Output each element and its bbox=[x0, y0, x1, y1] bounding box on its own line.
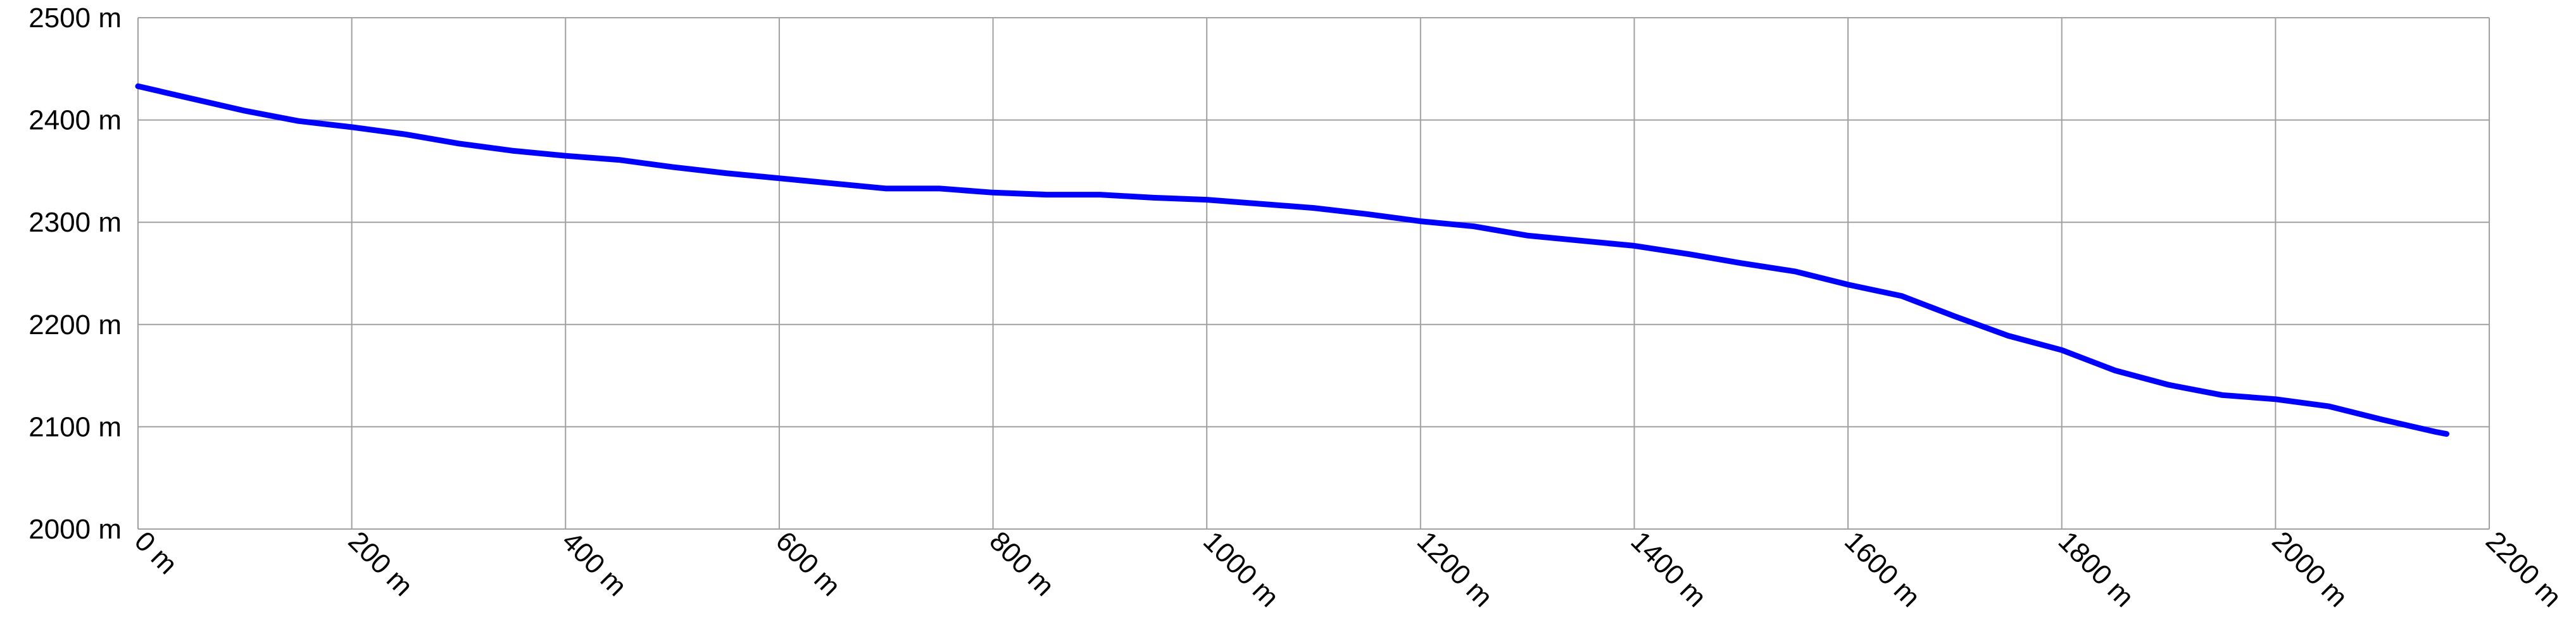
y-tick-label: 2500 m bbox=[28, 3, 122, 34]
y-tick-label: 2400 m bbox=[28, 105, 122, 136]
elevation-line bbox=[135, 83, 2449, 437]
y-tick-label: 2000 m bbox=[28, 514, 122, 545]
y-tick-label: 2200 m bbox=[28, 309, 122, 340]
y-tick-label: 2300 m bbox=[28, 207, 122, 238]
y-tick-label: 2100 m bbox=[28, 411, 122, 442]
